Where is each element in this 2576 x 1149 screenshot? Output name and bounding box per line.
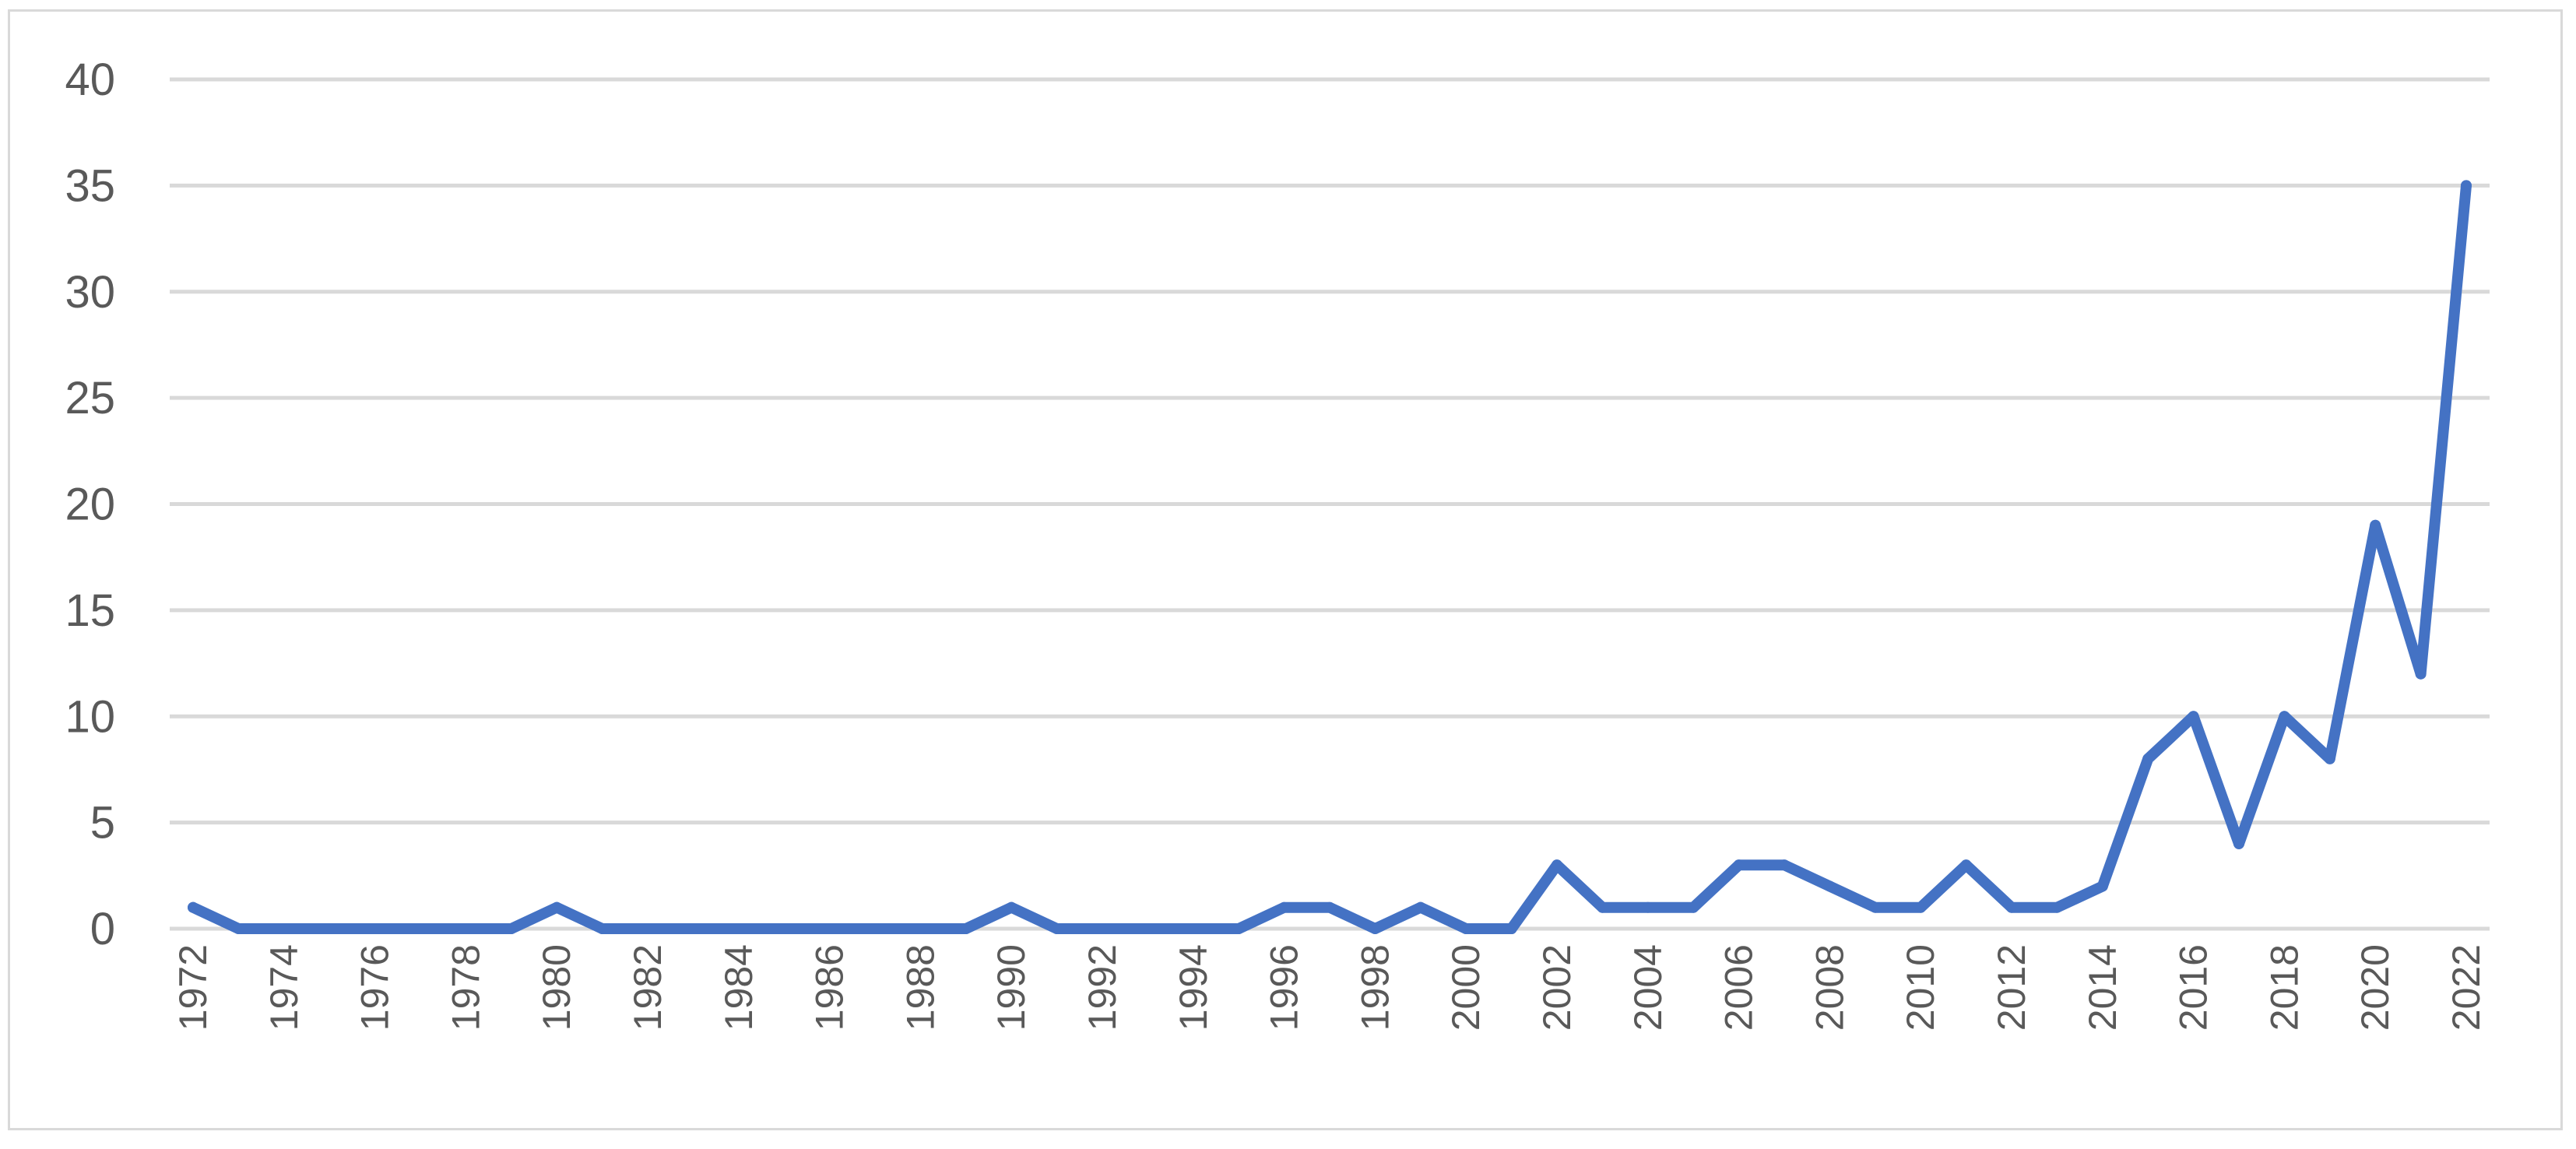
- x-axis-tick-labels: 1972 1974 1976 1978 1980 1982 1984 1986 1988 1990…: [171, 944, 2488, 1031]
- data-point-2021: [2415, 668, 2427, 680]
- data-point-1988: [915, 923, 926, 934]
- chart-frame: [8, 9, 2563, 1130]
- data-point-1998: [1369, 923, 1381, 934]
- x-tick-label: 2022: [2444, 944, 2488, 1031]
- x-tick-label: 1986: [808, 944, 852, 1031]
- data-point-2016: [2188, 711, 2199, 722]
- data-point-1991: [1051, 923, 1063, 934]
- data-point-1986: [824, 923, 835, 934]
- y-tick-label: 35: [65, 160, 115, 211]
- data-point-1985: [778, 923, 790, 934]
- series-layer: [188, 180, 2472, 934]
- data-point-1972: [188, 901, 199, 913]
- x-tick-label: 1980: [535, 944, 578, 1031]
- x-tick-label: 2014: [2081, 944, 2124, 1031]
- x-tick-label: 1982: [626, 944, 669, 1031]
- data-point-1992: [1097, 923, 1108, 934]
- data-point-1976: [369, 923, 381, 934]
- y-tick-label: 20: [65, 480, 115, 530]
- x-tick-label: 2008: [1808, 944, 1851, 1031]
- x-tick-label: 2018: [2262, 944, 2306, 1031]
- data-point-1981: [596, 923, 608, 934]
- data-point-2017: [2233, 838, 2244, 849]
- x-tick-label: 1990: [989, 944, 1033, 1031]
- series-line: [188, 180, 2472, 934]
- y-tick-label: 5: [90, 798, 115, 849]
- data-point-2001: [1506, 923, 1517, 934]
- x-tick-label: 1998: [1353, 944, 1397, 1031]
- data-point-2015: [2142, 753, 2154, 764]
- data-point-2006: [1733, 859, 1745, 871]
- data-point-2013: [2051, 901, 2063, 913]
- x-tick-label: 2012: [1990, 944, 2033, 1031]
- x-tick-label: 1978: [444, 944, 487, 1031]
- data-point-1996: [1278, 901, 1290, 913]
- data-point-1984: [733, 923, 744, 934]
- data-point-2019: [2324, 753, 2335, 764]
- x-tick-label: 2006: [1717, 944, 1761, 1031]
- data-point-1997: [1324, 901, 1335, 913]
- data-point-2014: [2096, 880, 2108, 892]
- y-tick-label: 15: [65, 585, 115, 636]
- data-point-2009: [1869, 901, 1881, 913]
- data-point-1980: [551, 901, 563, 913]
- y-tick-label: 30: [65, 267, 115, 318]
- y-axis-tick-labels: 0 5 10 15 20 25 30 35 40: [65, 54, 115, 954]
- data-point-1990: [1006, 901, 1017, 913]
- data-point-1983: [687, 923, 699, 934]
- x-tick-label: 2002: [1535, 944, 1579, 1031]
- data-point-1977: [415, 923, 426, 934]
- y-tick-label: 40: [65, 54, 115, 105]
- x-tick-label: 1974: [262, 944, 306, 1031]
- data-point-2008: [1824, 880, 1836, 892]
- y-tick-label: 25: [65, 373, 115, 423]
- data-point-2004: [1642, 901, 1653, 913]
- data-point-2010: [1915, 901, 1927, 913]
- x-tick-label: 1996: [1263, 944, 1306, 1031]
- data-point-1995: [1233, 923, 1245, 934]
- x-tick-label: 1992: [1081, 944, 1124, 1031]
- data-point-1989: [960, 923, 972, 934]
- data-point-2005: [1688, 901, 1699, 913]
- data-point-1987: [870, 923, 880, 934]
- x-tick-label: 2010: [1899, 944, 1942, 1031]
- x-tick-label: 2020: [2353, 944, 2397, 1031]
- data-point-2022: [2461, 180, 2472, 192]
- x-tick-label: 1972: [171, 944, 215, 1031]
- x-tick-label: 1976: [353, 944, 397, 1031]
- data-point-1994: [1187, 923, 1199, 934]
- data-point-1993: [1142, 923, 1154, 934]
- data-point-2007: [1779, 859, 1790, 871]
- data-point-2018: [2279, 711, 2290, 722]
- x-tick-label: 1994: [1172, 944, 1215, 1031]
- gridlines: [170, 77, 2490, 931]
- data-point-1975: [324, 923, 336, 934]
- data-point-1974: [278, 923, 290, 934]
- data-point-1979: [505, 923, 517, 934]
- y-tick-label: 0: [90, 904, 115, 954]
- x-tick-label: 1988: [898, 944, 942, 1031]
- y-tick-label: 10: [65, 691, 115, 742]
- data-point-1999: [1415, 901, 1426, 913]
- data-point-2002: [1552, 859, 1562, 871]
- data-point-1982: [642, 923, 653, 934]
- x-tick-label: 2004: [1626, 944, 1670, 1031]
- data-point-2012: [2006, 901, 2017, 913]
- data-point-2003: [1597, 901, 1608, 913]
- x-tick-label: 2016: [2172, 944, 2216, 1031]
- data-point-1973: [233, 923, 244, 934]
- data-point-2000: [1460, 923, 1472, 934]
- data-point-2011: [1960, 859, 1972, 871]
- x-tick-label: 1984: [717, 944, 761, 1031]
- data-point-1978: [460, 923, 472, 934]
- x-tick-label: 2000: [1444, 944, 1488, 1031]
- data-point-2020: [2370, 519, 2381, 531]
